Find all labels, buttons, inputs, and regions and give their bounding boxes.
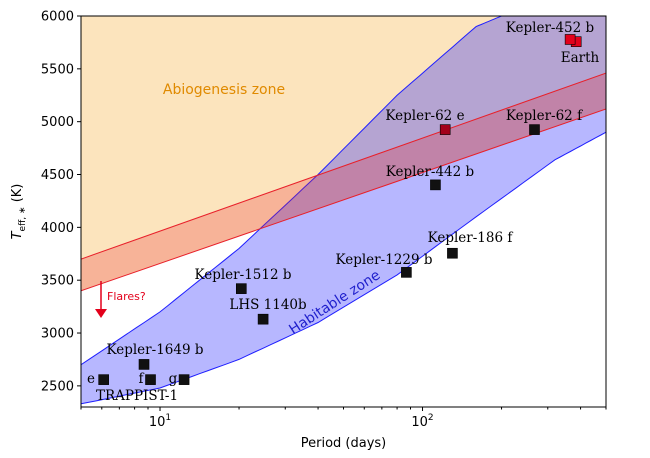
marker-f bbox=[145, 374, 156, 385]
y-tick-label: 4500 bbox=[41, 168, 74, 183]
x-tick-label: 102 bbox=[411, 413, 433, 430]
flare-band-lower-line bbox=[81, 108, 606, 292]
marker-g bbox=[178, 374, 190, 385]
y-axis-label: Teff, ∗ (K) bbox=[10, 184, 28, 240]
abiogenesis-zone bbox=[81, 16, 606, 291]
marker-kepler-1229-b bbox=[401, 267, 412, 278]
flares-arrow-head bbox=[95, 309, 107, 318]
zones-layer bbox=[81, 16, 606, 405]
marker-kepler-62-e bbox=[439, 124, 451, 135]
marker-kepler-442-b bbox=[430, 179, 441, 191]
y-tick-label: 5500 bbox=[41, 62, 74, 77]
y-tick-label: 4000 bbox=[41, 221, 74, 236]
marker-kepler-1512-b bbox=[235, 283, 247, 294]
planet-label-f: f bbox=[139, 371, 145, 387]
markers-layer bbox=[98, 34, 582, 385]
abiogenesis-zone-label: Abiogenesis zone bbox=[163, 82, 285, 98]
planet-label-kepler-452-b: Kepler-452 b bbox=[506, 20, 594, 36]
flares-label: Flares? bbox=[107, 290, 146, 303]
axes-layer: 2500 3000 3500 4000 4500 5000 5500 6000 101 102 Pe… bbox=[10, 10, 607, 451]
marker-earth bbox=[564, 34, 576, 45]
habitable-zone-outer-edge bbox=[81, 131, 606, 405]
x-tick-label: 101 bbox=[149, 413, 171, 430]
planet-label-kepler-1649-b: Kepler-1649 b bbox=[107, 342, 204, 358]
planet-label-lhs-1140b: LHS 1140b bbox=[229, 297, 306, 313]
planet-label-kepler-62-e: Kepler-62 e bbox=[385, 108, 464, 124]
trappist-1-label: TRAPPIST-1 bbox=[96, 388, 178, 404]
y-tick-label: 6000 bbox=[41, 10, 74, 25]
planet-label-kepler-186-f: Kepler-186 f bbox=[428, 230, 514, 246]
y-tick-label: 2500 bbox=[41, 379, 74, 394]
planet-label-earth: Earth bbox=[561, 50, 600, 66]
habitable-zone-inner-edge bbox=[81, 16, 502, 366]
planet-label-g: g bbox=[169, 371, 178, 387]
marker-kepler-1649-b bbox=[138, 359, 150, 370]
marker-lhs-1140b bbox=[257, 313, 269, 325]
y-tick-label: 3000 bbox=[41, 327, 74, 342]
planet-label-kepler-442-b: Kepler-442 b bbox=[386, 164, 474, 180]
planet-label-kepler-62-f: Kepler-62 f bbox=[506, 108, 583, 124]
marker-kepler-62-f bbox=[529, 124, 540, 135]
y-tick-label: 3500 bbox=[41, 274, 74, 289]
planet-label-kepler-1229-b: Kepler-1229 b bbox=[336, 252, 433, 268]
planet-label-kepler-1512-b: Kepler-1512 b bbox=[195, 267, 292, 283]
y-tick-label: 5000 bbox=[41, 115, 74, 130]
habitable-zone bbox=[81, 16, 606, 404]
planet-label-e: e bbox=[87, 371, 95, 387]
marker-e bbox=[98, 374, 109, 385]
marker-kepler-186-f bbox=[447, 247, 458, 259]
flare-band bbox=[81, 73, 606, 291]
flare-band-upper-line bbox=[81, 72, 606, 260]
x-axis-label: Period (days) bbox=[301, 436, 387, 451]
